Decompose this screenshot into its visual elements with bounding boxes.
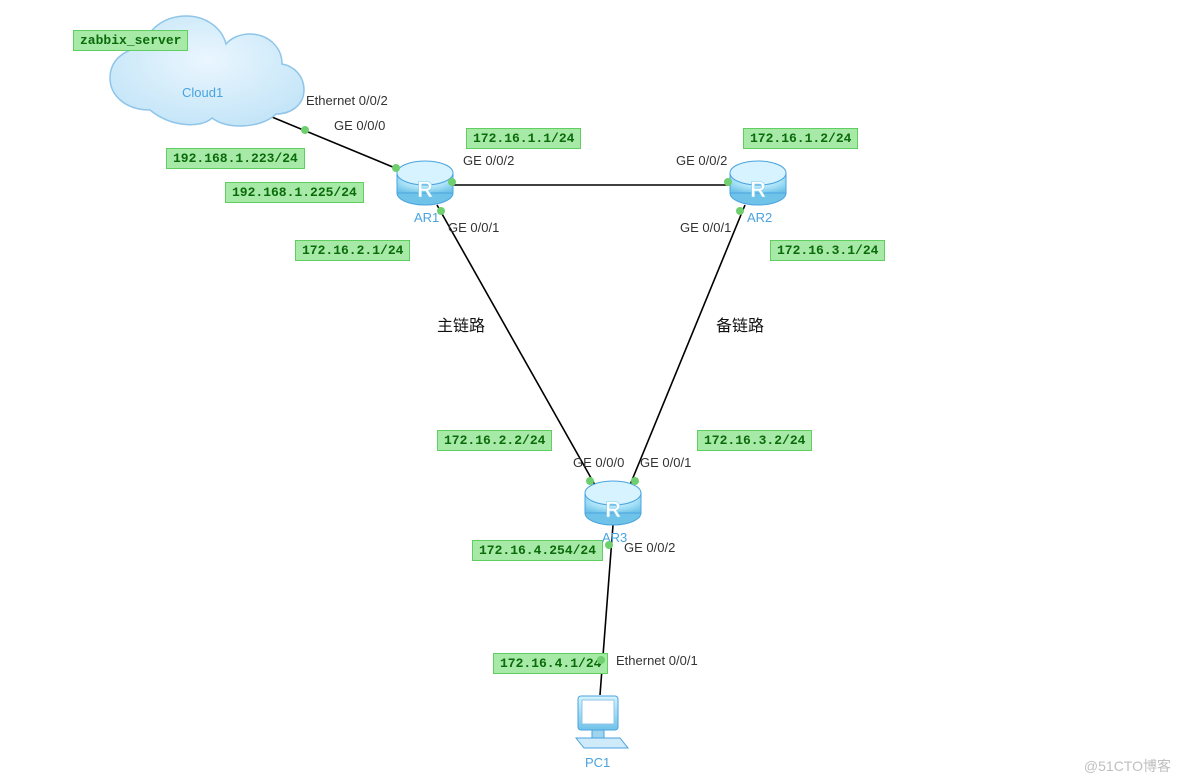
ip-label-ar3-ge002-ip: 172.16.4.254/24 <box>472 540 603 561</box>
link-label-backup-link: 备链路 <box>716 312 764 336</box>
svg-text:R: R <box>417 177 433 202</box>
port-label-ge001-ar1: GE 0/0/1 <box>448 220 499 235</box>
ip-label-cloud-if-ip: 192.168.1.223/24 <box>166 148 305 169</box>
ip-label-ar3-ge001-ip: 172.16.3.2/24 <box>697 430 812 451</box>
pc-icon <box>576 696 628 748</box>
ip-label-ar2-ge002-ip: 172.16.1.2/24 <box>743 128 858 149</box>
ip-label-ar1-ge000-ip: 192.168.1.225/24 <box>225 182 364 203</box>
port-label-eth001-pc1: Ethernet 0/0/1 <box>616 653 698 668</box>
ip-label-ar2-ge001-ip: 172.16.3.1/24 <box>770 240 885 261</box>
port-label-ge001-ar2: GE 0/0/1 <box>680 220 731 235</box>
router-ar3-icon: R <box>585 481 641 525</box>
port-label-ge000-ar3: GE 0/0/0 <box>573 455 624 470</box>
port-dot <box>392 164 400 172</box>
port-label-ge002-ar1: GE 0/0/2 <box>463 153 514 168</box>
port-label-ge002-ar3: GE 0/0/2 <box>624 540 675 555</box>
ip-label-pc1-if-ip: 172.16.4.1/24 <box>493 653 608 674</box>
port-dot <box>724 178 732 186</box>
watermark: @51CTO博客 <box>1084 756 1171 776</box>
port-dot <box>301 126 309 134</box>
router-ar1-icon: R <box>397 161 453 205</box>
ip-label-ar1-ge001-ip: 172.16.2.1/24 <box>295 240 410 261</box>
port-dot <box>736 207 744 215</box>
node-label-cloud: Cloud1 <box>182 85 223 100</box>
diagram-canvas: R R R zabbix_server 192.168.1.223/24 192.1… <box>0 0 1181 782</box>
port-label-ge001-ar3: GE 0/0/1 <box>640 455 691 470</box>
node-label-ar1: AR1 <box>414 210 439 225</box>
ip-label-zabbix: zabbix_server <box>73 30 188 51</box>
router-ar2-icon: R <box>730 161 786 205</box>
svg-text:R: R <box>605 497 621 522</box>
port-dot <box>448 178 456 186</box>
node-label-ar2: AR2 <box>747 210 772 225</box>
port-dot <box>586 477 594 485</box>
port-dot <box>597 656 605 664</box>
port-label-eth002-cloud: Ethernet 0/0/2 <box>306 93 388 108</box>
svg-text:R: R <box>750 177 766 202</box>
ip-label-ar1-ge002-ip: 172.16.1.1/24 <box>466 128 581 149</box>
node-label-pc1: PC1 <box>585 755 610 770</box>
port-dot <box>437 207 445 215</box>
port-label-ge000-ar1: GE 0/0/0 <box>334 118 385 133</box>
port-dot <box>605 541 613 549</box>
port-dot <box>631 477 639 485</box>
ip-label-ar3-ge000-ip: 172.16.2.2/24 <box>437 430 552 451</box>
link-label-main-link: 主链路 <box>437 312 485 336</box>
port-label-ge002-ar2: GE 0/0/2 <box>676 153 727 168</box>
